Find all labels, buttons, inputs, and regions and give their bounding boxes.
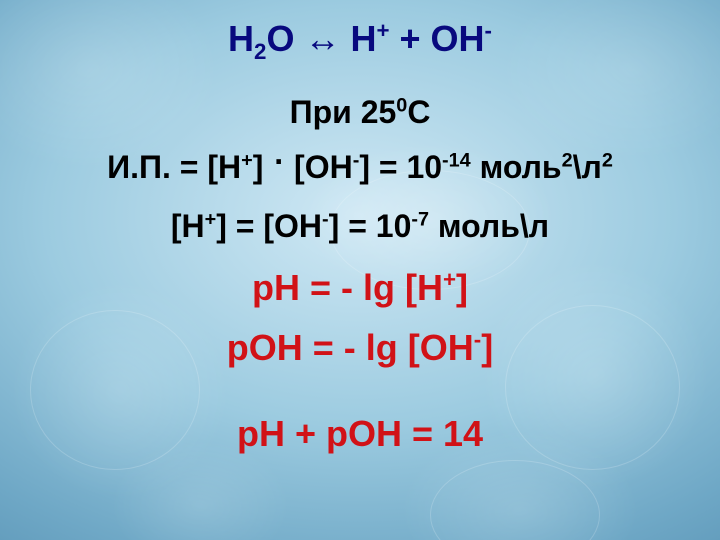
text: OH: [431, 18, 485, 59]
text: pH + pOH = 14: [237, 413, 483, 454]
text: ] = 10: [329, 208, 412, 244]
poh-definition: pOH = - lg [OH-]: [227, 327, 493, 369]
text: H: [228, 18, 254, 59]
superscript: 2: [602, 149, 613, 171]
text: pOH = - lg [OH: [227, 327, 474, 368]
text: ] = [OH: [216, 208, 322, 244]
text: С: [407, 94, 430, 130]
arrow: ↔: [294, 18, 350, 59]
superscript: -: [485, 18, 492, 43]
text: [H: [171, 208, 205, 244]
text: +: [390, 18, 431, 59]
text: ]: [253, 149, 273, 185]
text: И.П. = [H: [107, 149, 241, 185]
concentration-line: [H+] = [OH-] = 10-7 моль\л: [171, 208, 549, 245]
superscript: +: [443, 267, 456, 292]
text: ]: [481, 327, 493, 368]
text: O: [266, 18, 294, 59]
text: [OH: [285, 149, 353, 185]
text: \л: [573, 149, 602, 185]
superscript: +: [241, 149, 253, 171]
dot-operator: .: [272, 135, 285, 171]
superscript: -14: [442, 149, 471, 171]
superscript: +: [376, 18, 389, 43]
superscript: -7: [411, 208, 429, 230]
superscript: 2: [562, 149, 573, 171]
superscript: 0: [396, 94, 407, 116]
ph-plus-poh: pH + pOH = 14: [237, 413, 483, 455]
text: моль\л: [429, 208, 549, 244]
text: ]: [456, 267, 468, 308]
ph-definition: pH = - lg [H+]: [252, 267, 468, 309]
text: При 25: [290, 94, 397, 130]
equation-water-dissociation: H2O ↔ H+ + OH-: [228, 18, 492, 60]
superscript: -: [322, 208, 329, 230]
temperature-line: При 250С: [290, 94, 431, 131]
text: H: [350, 18, 376, 59]
text: моль: [471, 149, 562, 185]
superscript: +: [205, 208, 217, 230]
subscript: 2: [254, 39, 266, 64]
ion-product-line: И.П. = [H+] . [OH-] = 10-14 моль2\л2: [107, 149, 613, 186]
text: pH = - lg [H: [252, 267, 443, 308]
slide: H2O ↔ H+ + OH- При 250С И.П. = [H+] . [O…: [0, 0, 720, 540]
text: ] = 10: [359, 149, 442, 185]
